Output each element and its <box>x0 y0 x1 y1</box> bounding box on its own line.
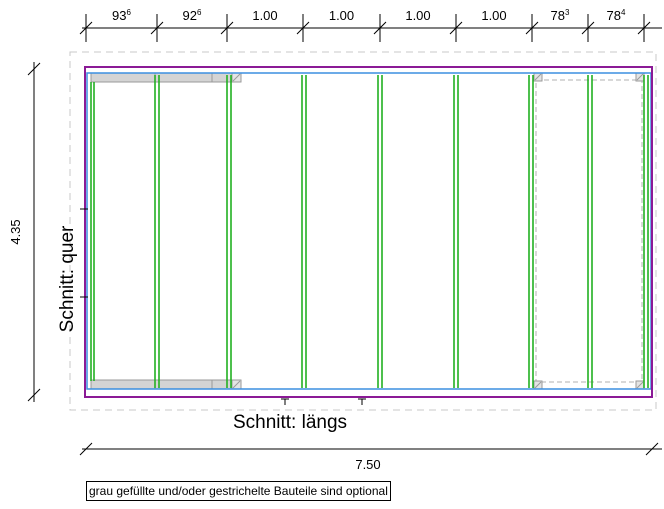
left-dimension <box>27 62 41 402</box>
inner-frame <box>86 72 652 390</box>
top-dimension-label: 784 <box>607 8 626 23</box>
optional-components-note: grau gefüllte und/oder gestrichelte Baut… <box>86 481 391 501</box>
optional-top-beam <box>90 72 237 83</box>
top-dimension-ticks <box>79 14 651 42</box>
post-hatch <box>636 73 644 81</box>
post-hatch <box>232 73 241 82</box>
top-dimension-label: 926 <box>183 8 202 23</box>
post-hatch <box>636 381 644 389</box>
bottom-dimension <box>79 442 662 456</box>
site-boundary-dashed <box>69 51 657 411</box>
optional-right-bay <box>533 72 645 390</box>
section-markers <box>80 208 366 405</box>
top-dimension-label: 783 <box>551 8 570 23</box>
rafters <box>90 75 649 388</box>
top-dimension-label: 936 <box>112 8 131 23</box>
left-dimension-tick-bottom <box>27 388 41 402</box>
post-hatch <box>534 73 542 81</box>
top-dimension-label: 1.00 <box>252 8 277 23</box>
optional-beams <box>90 72 242 390</box>
post-hatch <box>232 380 241 389</box>
bottom-dimension-tick-right <box>645 442 659 456</box>
optional-dashed-outline <box>535 79 643 383</box>
left-dimension-label: 4.35 <box>8 219 23 244</box>
post-hatch <box>534 381 542 389</box>
top-dimension-label: 1.00 <box>405 8 430 23</box>
left-dimension-tick-top <box>27 62 41 76</box>
section-quer-label: Schnitt: quer <box>57 225 78 332</box>
bottom-dimension-tick-left <box>79 442 93 456</box>
top-dimension-labels: 936 926 1.00 1.00 1.00 1.00 783 784 <box>112 8 626 23</box>
top-dimension-label: 1.00 <box>481 8 506 23</box>
outer-frame <box>84 66 653 398</box>
section-laengs-label: Schnitt: längs <box>233 412 347 433</box>
optional-bottom-beam <box>90 379 237 390</box>
top-dimension-label: 1.00 <box>329 8 354 23</box>
bottom-dimension-label: 7.50 <box>355 457 380 472</box>
